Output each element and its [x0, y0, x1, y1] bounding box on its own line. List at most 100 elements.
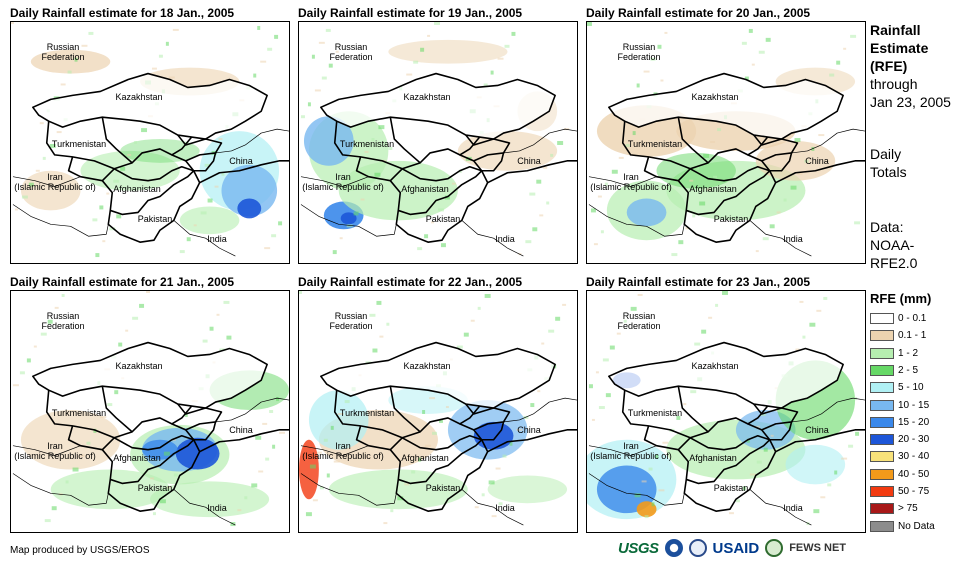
country-label-afghanistan: Afghanistan	[113, 184, 161, 194]
rain-speckle	[390, 509, 394, 513]
rain-speckle	[61, 293, 65, 297]
rain-speckle	[588, 384, 593, 389]
country-label-china: China	[805, 425, 829, 435]
rain-speckle	[790, 185, 797, 190]
country-border	[45, 121, 193, 170]
legend-swatch	[870, 364, 894, 376]
rain-area	[30, 49, 111, 74]
data-source-line2: RFE2.0	[870, 255, 918, 271]
rain-speckle	[335, 50, 339, 53]
panel-title: Daily Rainfall estimate for 19 Jan., 200…	[298, 6, 523, 20]
country-label-pakistan: Pakistan	[713, 214, 749, 224]
rain-speckle	[386, 322, 390, 326]
rain-area	[596, 465, 657, 514]
rain-speckle	[14, 208, 18, 211]
country-border	[333, 390, 481, 439]
rain-speckle	[253, 73, 257, 78]
legend-item: 15 - 20	[870, 415, 929, 430]
legend-item: 0 - 0.1	[870, 311, 926, 326]
rain-speckle	[19, 371, 25, 375]
rain-speckle	[371, 138, 375, 142]
country-label-iran: Iran (Islamic Republic of)	[590, 441, 672, 461]
rain-speckle	[813, 509, 820, 514]
rain-speckle	[107, 403, 113, 407]
rain-speckle	[525, 240, 532, 244]
rain-speckle	[47, 319, 53, 324]
rain-speckle	[550, 153, 554, 157]
rain-speckle	[307, 102, 311, 107]
rain-speckle	[755, 250, 759, 253]
map-graphic	[12, 291, 289, 527]
rain-speckle	[406, 73, 413, 76]
rain-area	[179, 206, 240, 235]
legend-item: > 75	[870, 501, 918, 516]
country-label-kazakhstan: Kazakhstan	[115, 92, 163, 102]
country-label-iran: Iran (Islamic Republic of)	[14, 441, 96, 461]
rain-area	[120, 139, 200, 163]
rain-speckle	[237, 509, 242, 512]
rain-speckle	[708, 316, 713, 319]
rain-speckle	[809, 322, 816, 327]
rain-speckle	[158, 54, 163, 58]
country-border	[775, 160, 865, 184]
rain-speckle	[537, 390, 541, 393]
rainfall-map: Russian Federation Kazakhstan Turkmenistan…	[298, 21, 578, 264]
country-label-turkmenistan: Turkmenistan	[627, 139, 683, 149]
country-border	[459, 134, 511, 162]
rain-speckle	[618, 156, 624, 159]
rain-speckle	[72, 467, 79, 472]
legend-item: 0.1 - 1	[870, 328, 926, 343]
country-border	[749, 489, 812, 526]
rain-speckle	[388, 146, 393, 150]
rain-speckle	[12, 384, 19, 387]
rain-speckle	[706, 188, 712, 191]
rain-speckle	[151, 67, 157, 70]
rain-speckle	[258, 470, 264, 473]
rain-speckle	[848, 444, 854, 448]
rain-speckle	[543, 166, 548, 169]
rain-speckle	[429, 397, 436, 400]
rain-speckle	[265, 457, 270, 461]
country-border	[101, 117, 133, 164]
rain-speckle	[102, 240, 106, 243]
rain-speckle	[516, 428, 523, 431]
country-border	[487, 160, 577, 184]
rain-speckle	[611, 169, 618, 174]
rain-speckle	[742, 486, 746, 491]
rain-speckle	[163, 451, 170, 456]
rain-speckle	[413, 60, 419, 64]
rain-speckle	[152, 512, 156, 516]
map-graphic	[587, 291, 865, 526]
country-border	[389, 386, 421, 433]
rain-speckle	[587, 22, 592, 26]
rain-speckle	[417, 247, 423, 251]
rain-speckle	[113, 179, 120, 183]
country-border	[300, 204, 397, 237]
rain-speckle	[420, 47, 425, 52]
legend-label: 40 - 50	[898, 468, 930, 480]
country-border	[12, 445, 81, 456]
rain-speckle	[376, 300, 382, 305]
rain-speckle	[827, 483, 832, 487]
rain-speckle	[548, 329, 555, 333]
legend-label: 30 - 40	[898, 451, 930, 463]
country-label-turkmenistan: Turkmenistan	[627, 408, 683, 418]
rain-speckle	[165, 41, 169, 46]
rain-speckle	[223, 300, 230, 304]
rain-speckle	[623, 319, 627, 323]
country-border	[185, 152, 217, 172]
rain-speckle	[184, 412, 188, 417]
country-border	[487, 429, 577, 453]
country-label-afghanistan: Afghanistan	[401, 184, 449, 194]
rain-speckle	[332, 250, 337, 255]
country-label-pakistan: Pakistan	[137, 483, 173, 493]
country-label-afghanistan: Afghanistan	[689, 184, 737, 194]
rain-speckle	[166, 486, 172, 489]
country-border	[683, 170, 777, 243]
rain-speckle	[749, 473, 756, 476]
country-border	[503, 128, 577, 154]
rain-speckle	[397, 496, 404, 501]
rain-speckle	[311, 54, 315, 59]
rain-area	[308, 390, 369, 450]
legend-label: 0.1 - 1	[898, 330, 927, 342]
